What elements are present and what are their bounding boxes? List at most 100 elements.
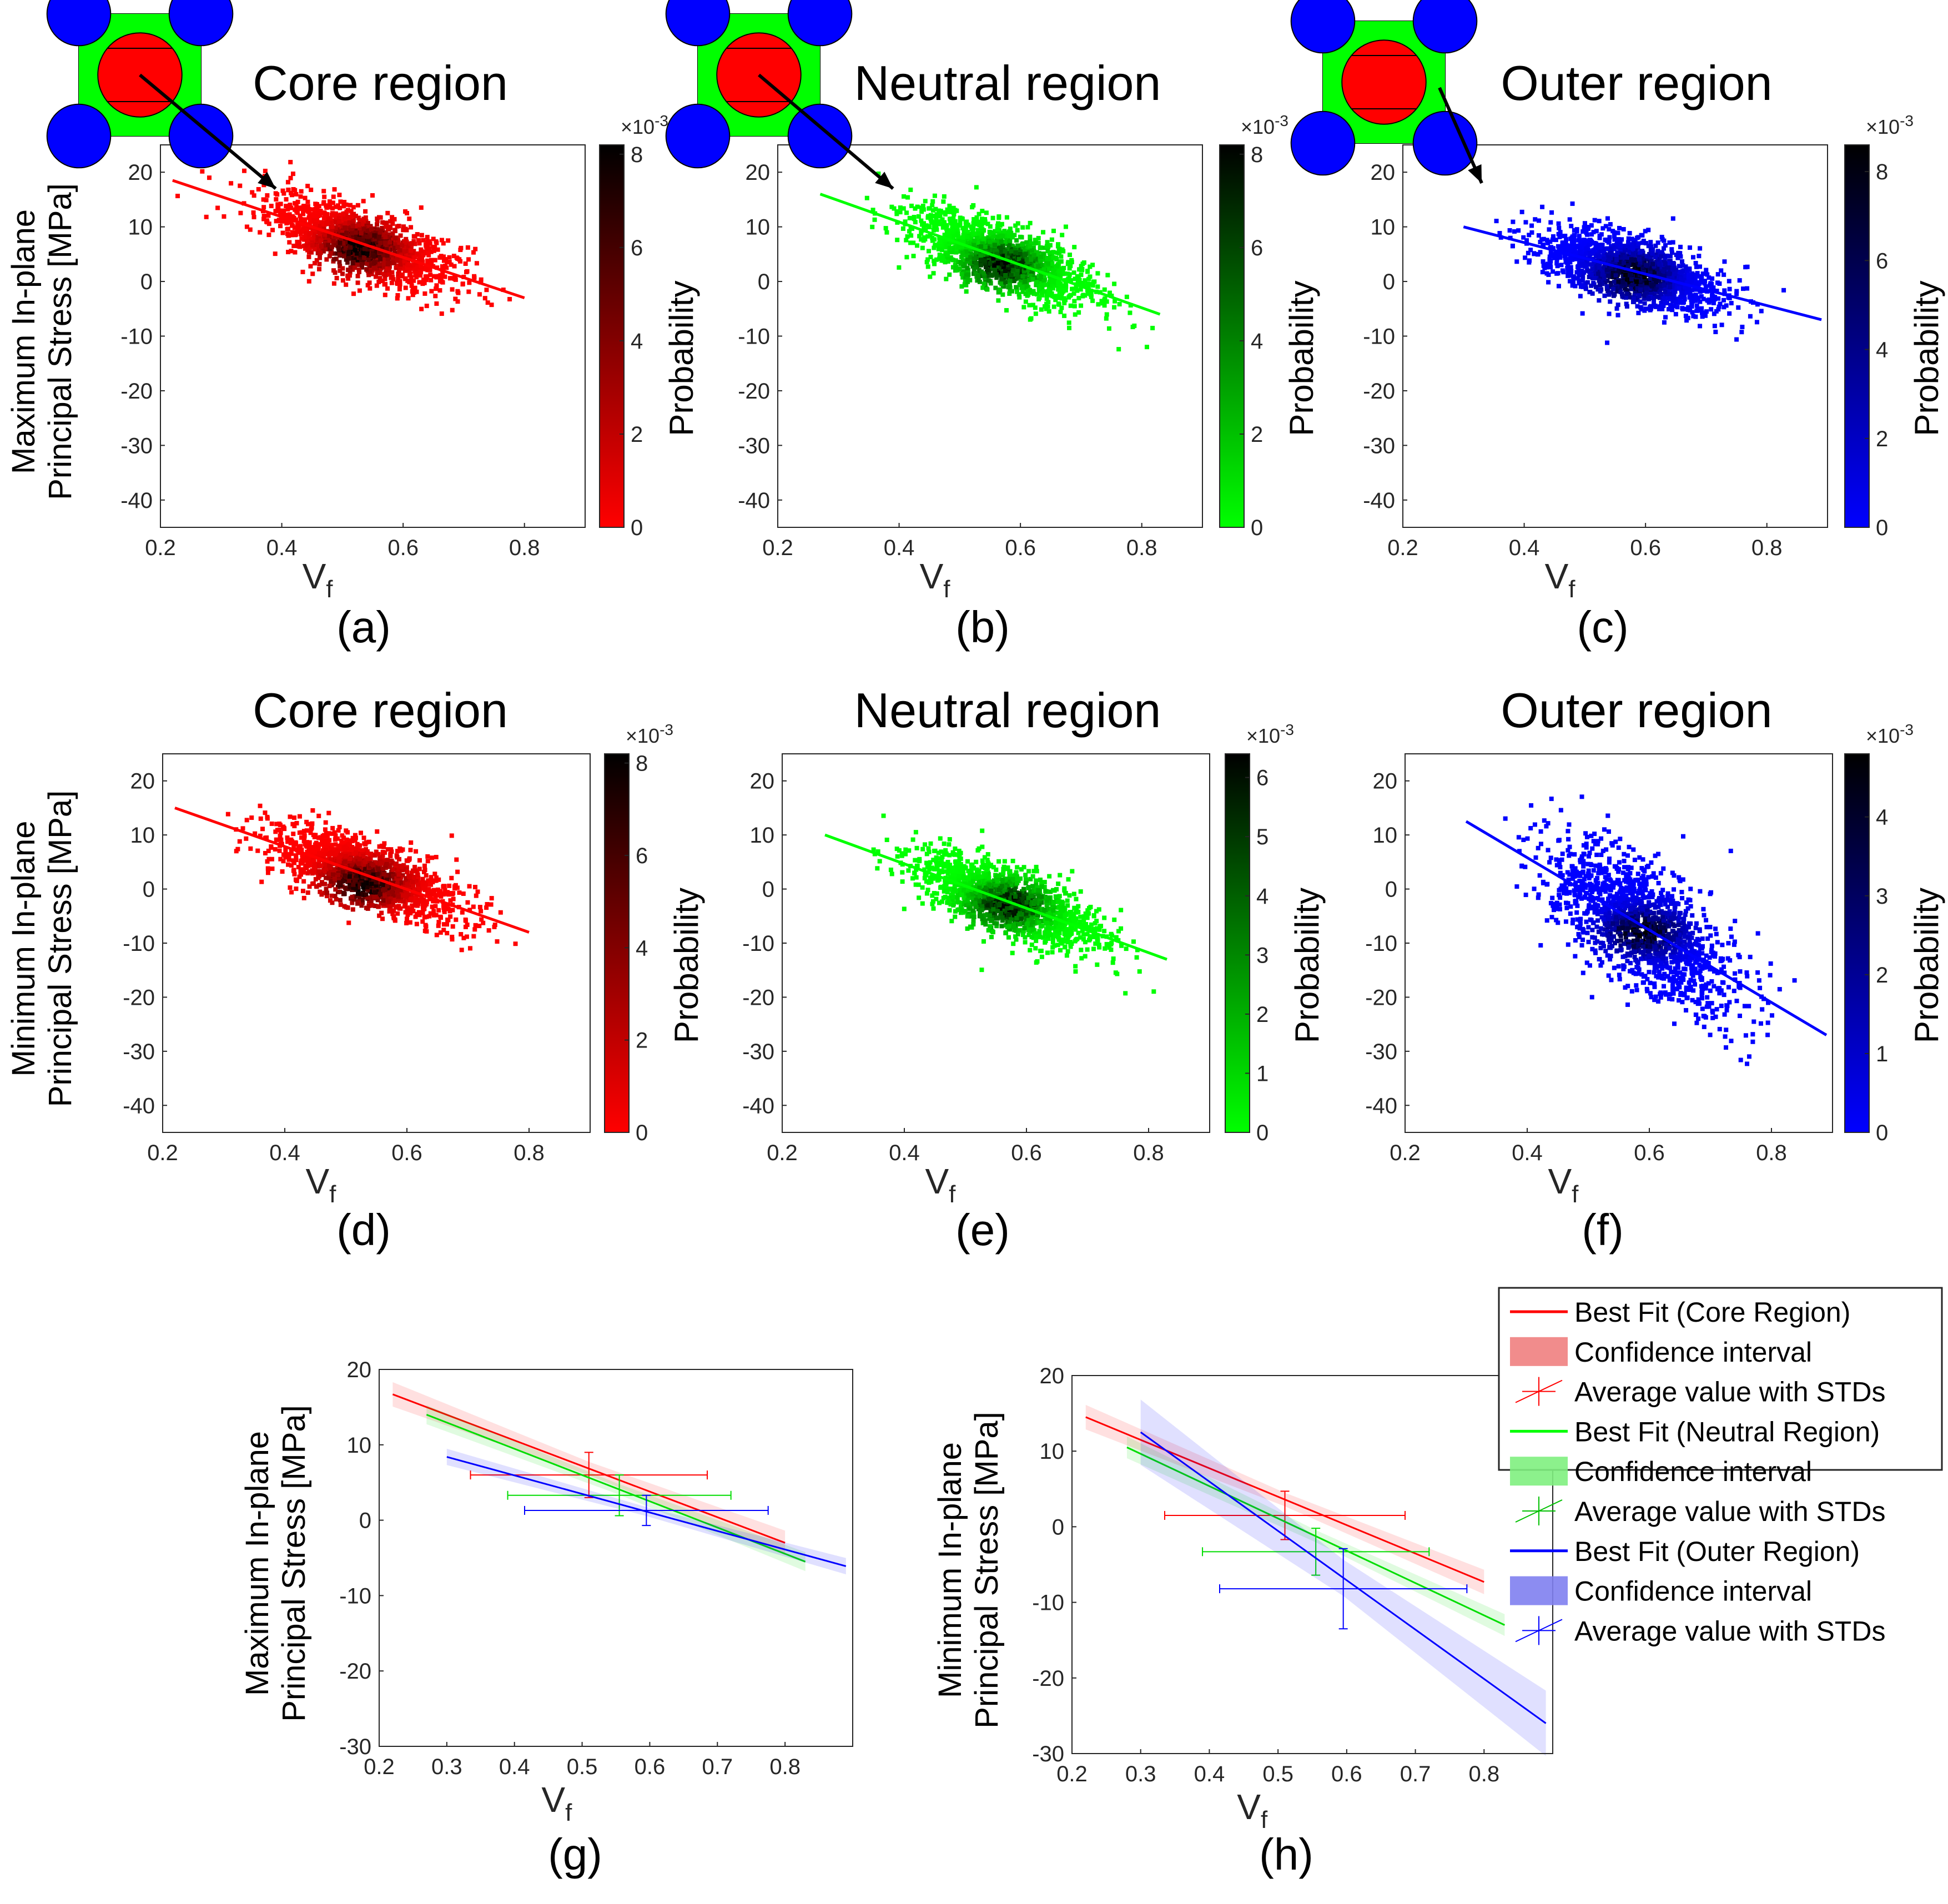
colorbar-label: Probability bbox=[663, 280, 700, 436]
data-cell bbox=[258, 230, 263, 235]
data-cell bbox=[930, 208, 935, 213]
data-cell bbox=[284, 197, 289, 202]
data-cell bbox=[1616, 237, 1621, 242]
data-cell bbox=[341, 204, 346, 209]
data-cell bbox=[1016, 246, 1021, 251]
data-cell bbox=[1605, 340, 1610, 345]
data-cell bbox=[318, 208, 323, 213]
data-cell bbox=[1659, 254, 1664, 259]
data-cell bbox=[266, 221, 271, 226]
y-tick-label: 0 bbox=[140, 270, 153, 294]
data-cell bbox=[1648, 244, 1653, 249]
data-cell bbox=[1001, 264, 1006, 269]
data-cell bbox=[1680, 263, 1685, 268]
data-cell bbox=[1597, 278, 1602, 283]
data-cell bbox=[390, 902, 395, 907]
data-cell bbox=[1013, 247, 1018, 252]
data-cell bbox=[1685, 307, 1690, 312]
data-cell bbox=[419, 247, 424, 252]
data-cell bbox=[1104, 312, 1109, 317]
data-cell bbox=[1105, 273, 1110, 278]
data-cell bbox=[312, 261, 317, 266]
data-cell bbox=[976, 231, 981, 236]
data-cell bbox=[983, 278, 988, 283]
data-cell bbox=[412, 262, 417, 267]
y-tick-label: -10 bbox=[1363, 325, 1395, 349]
data-cell bbox=[377, 234, 382, 239]
data-cell bbox=[1033, 260, 1038, 265]
data-cell bbox=[1608, 283, 1613, 288]
data-cell bbox=[358, 219, 363, 224]
data-cell bbox=[1021, 305, 1026, 310]
data-cell bbox=[434, 301, 439, 306]
data-cell bbox=[986, 278, 991, 283]
colorbar-exponent: ×10-3 bbox=[1866, 112, 1914, 138]
data-cell bbox=[976, 211, 981, 216]
data-cell bbox=[1597, 265, 1602, 270]
data-cell bbox=[1665, 289, 1670, 294]
data-cell bbox=[1541, 243, 1546, 248]
data-cell bbox=[389, 235, 394, 240]
data-cell bbox=[447, 260, 452, 265]
data-cell bbox=[346, 256, 351, 261]
data-cell bbox=[1597, 249, 1602, 254]
y-tick-label: -30 bbox=[738, 434, 770, 458]
data-cell bbox=[993, 268, 998, 273]
exponent-base: ×10 bbox=[1241, 115, 1275, 138]
data-cell bbox=[276, 206, 281, 211]
data-cell bbox=[387, 272, 392, 277]
data-cell bbox=[364, 267, 369, 272]
data-cell bbox=[953, 208, 958, 213]
data-cell bbox=[1016, 264, 1021, 269]
data-cell bbox=[1554, 257, 1559, 262]
data-cell bbox=[266, 233, 271, 238]
data-cell bbox=[959, 254, 964, 259]
data-cell bbox=[1042, 245, 1047, 250]
data-cell bbox=[965, 256, 970, 261]
data-cell bbox=[1494, 219, 1499, 224]
data-cell bbox=[452, 276, 457, 281]
data-cell bbox=[972, 239, 977, 244]
data-cell bbox=[1629, 236, 1634, 241]
data-cell bbox=[419, 270, 424, 275]
data-cell bbox=[351, 218, 356, 223]
data-cell bbox=[945, 259, 950, 264]
data-cell bbox=[355, 263, 360, 268]
data-cell bbox=[1546, 280, 1551, 285]
data-cell bbox=[402, 249, 407, 254]
y-tick-label: -40 bbox=[738, 488, 770, 513]
data-cell bbox=[378, 215, 383, 220]
data-cell bbox=[269, 204, 274, 209]
data-cell bbox=[1036, 296, 1041, 301]
data-cell bbox=[1556, 221, 1561, 226]
data-cell bbox=[969, 241, 974, 246]
data-cell bbox=[1568, 245, 1573, 250]
data-cell bbox=[313, 222, 318, 227]
data-cell bbox=[978, 224, 983, 229]
data-cell bbox=[1608, 299, 1613, 304]
data-cell bbox=[1556, 284, 1561, 289]
data-cell bbox=[377, 249, 382, 254]
data-cell bbox=[380, 235, 385, 240]
data-cell bbox=[317, 266, 322, 271]
data-cell bbox=[911, 254, 916, 259]
x-axis-label-sub: f bbox=[943, 576, 950, 603]
data-cell bbox=[1018, 251, 1023, 256]
data-cell bbox=[1006, 285, 1011, 290]
data-cell bbox=[1663, 261, 1668, 266]
data-cell bbox=[288, 175, 293, 180]
data-cell bbox=[293, 230, 298, 235]
data-cell bbox=[295, 199, 300, 204]
data-cell bbox=[1124, 294, 1129, 299]
data-cell bbox=[1604, 284, 1609, 289]
data-cell bbox=[1536, 218, 1541, 223]
data-cell bbox=[1067, 325, 1072, 330]
data-cell bbox=[207, 175, 212, 180]
data-cell bbox=[1039, 254, 1044, 259]
data-cell bbox=[343, 245, 348, 250]
data-cell bbox=[384, 267, 389, 272]
panel-title: Neutral region bbox=[854, 56, 1161, 110]
data-cell bbox=[215, 205, 220, 210]
data-cell bbox=[1675, 283, 1680, 288]
